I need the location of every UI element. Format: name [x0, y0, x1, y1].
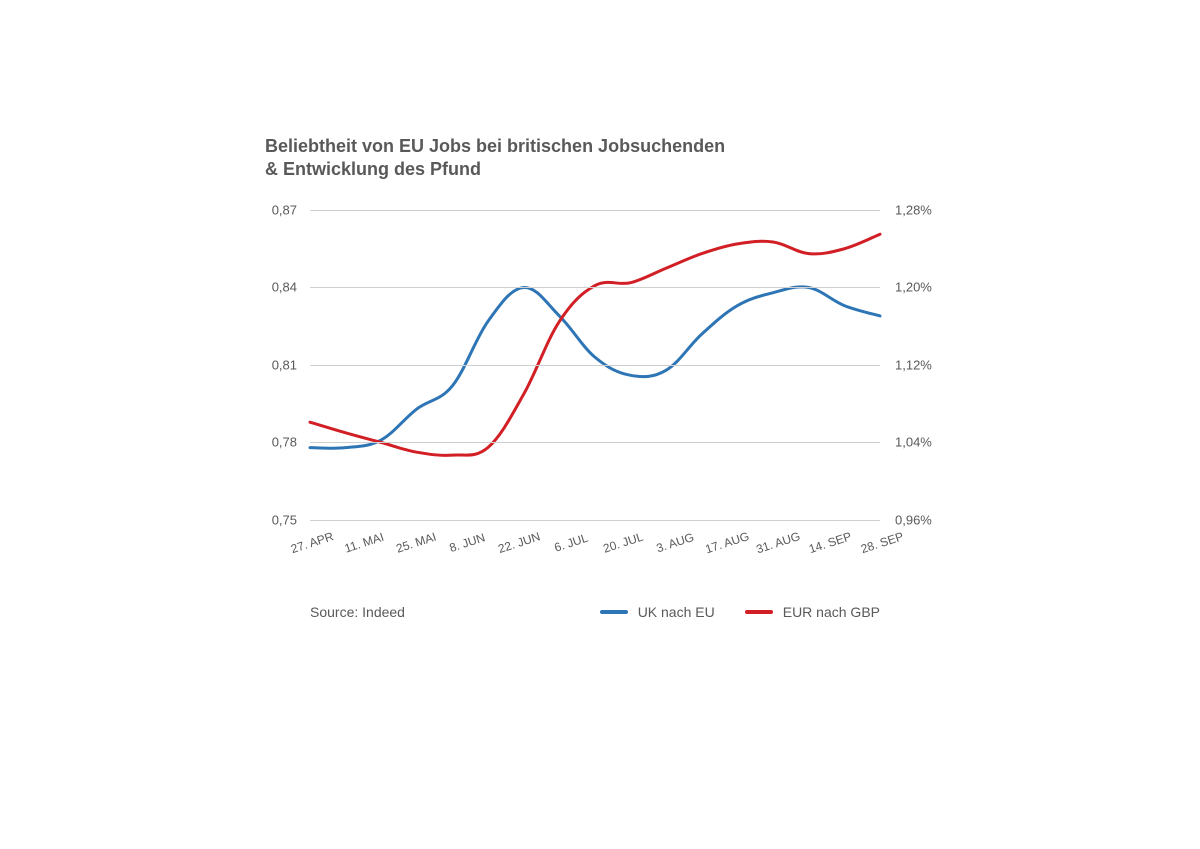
- source-label: Source: Indeed: [310, 604, 405, 620]
- legend-label: EUR nach GBP: [783, 604, 880, 620]
- gridline: [310, 365, 880, 366]
- x-tick: 17. AUG: [703, 529, 750, 556]
- legend-label: UK nach EU: [638, 604, 715, 620]
- y-left-tick: 0,87: [257, 202, 297, 217]
- gridline: [310, 520, 880, 521]
- y-left-tick: 0,75: [257, 512, 297, 527]
- chart-container: Beliebtheit von EU Jobs bei britischen J…: [265, 135, 935, 620]
- y-left-tick: 0,84: [257, 280, 297, 295]
- title-line-1: Beliebtheit von EU Jobs bei britischen J…: [265, 136, 725, 156]
- chart-footer: Source: Indeed UK nach EU EUR nach GBP: [310, 604, 880, 620]
- x-tick: 6. JUL: [553, 530, 590, 554]
- y-left-tick: 0,81: [257, 357, 297, 372]
- x-tick: 8. JUN: [448, 530, 487, 555]
- y-right-tick: 1,04%: [895, 435, 955, 450]
- y-left-tick: 0,78: [257, 435, 297, 450]
- y-right-tick: 1,12%: [895, 357, 955, 372]
- y-right-tick: 1,20%: [895, 280, 955, 295]
- x-tick: 20. JUL: [601, 529, 645, 555]
- legend-swatch: [745, 610, 773, 614]
- x-tick: 11. MAI: [343, 530, 386, 556]
- x-tick: 31. AUG: [755, 529, 802, 556]
- x-axis: 27. APR11. MAI25. MAI8. JUN22. JUN6. JUL…: [310, 526, 880, 576]
- legend-swatch: [600, 610, 628, 614]
- y-right-tick: 1,28%: [895, 202, 955, 217]
- chart-title: Beliebtheit von EU Jobs bei britischen J…: [265, 135, 935, 182]
- gridline: [310, 442, 880, 443]
- x-tick: 22. JUN: [497, 529, 543, 556]
- title-line-2: & Entwicklung des Pfund: [265, 159, 481, 179]
- legend-item: UK nach EU: [600, 604, 715, 620]
- x-tick: 3. AUG: [654, 530, 695, 555]
- x-tick: 27. APR: [289, 529, 335, 556]
- x-tick: 14. SEP: [807, 529, 853, 556]
- series-line: [310, 234, 880, 455]
- plot-area: 0,750,780,810,840,87 0,96%1,04%1,12%1,20…: [265, 210, 935, 520]
- y-right-tick: 0,96%: [895, 512, 955, 527]
- y-axis-left: 0,750,780,810,840,87: [257, 210, 297, 520]
- x-tick: 25. MAI: [394, 529, 438, 555]
- x-tick: 28. SEP: [859, 529, 905, 556]
- legend: UK nach EU EUR nach GBP: [600, 604, 880, 620]
- legend-item: EUR nach GBP: [745, 604, 880, 620]
- plot: [310, 210, 880, 520]
- series-line: [310, 287, 880, 448]
- gridline: [310, 210, 880, 211]
- y-axis-right: 0,96%1,04%1,12%1,20%1,28%: [895, 210, 955, 520]
- gridline: [310, 287, 880, 288]
